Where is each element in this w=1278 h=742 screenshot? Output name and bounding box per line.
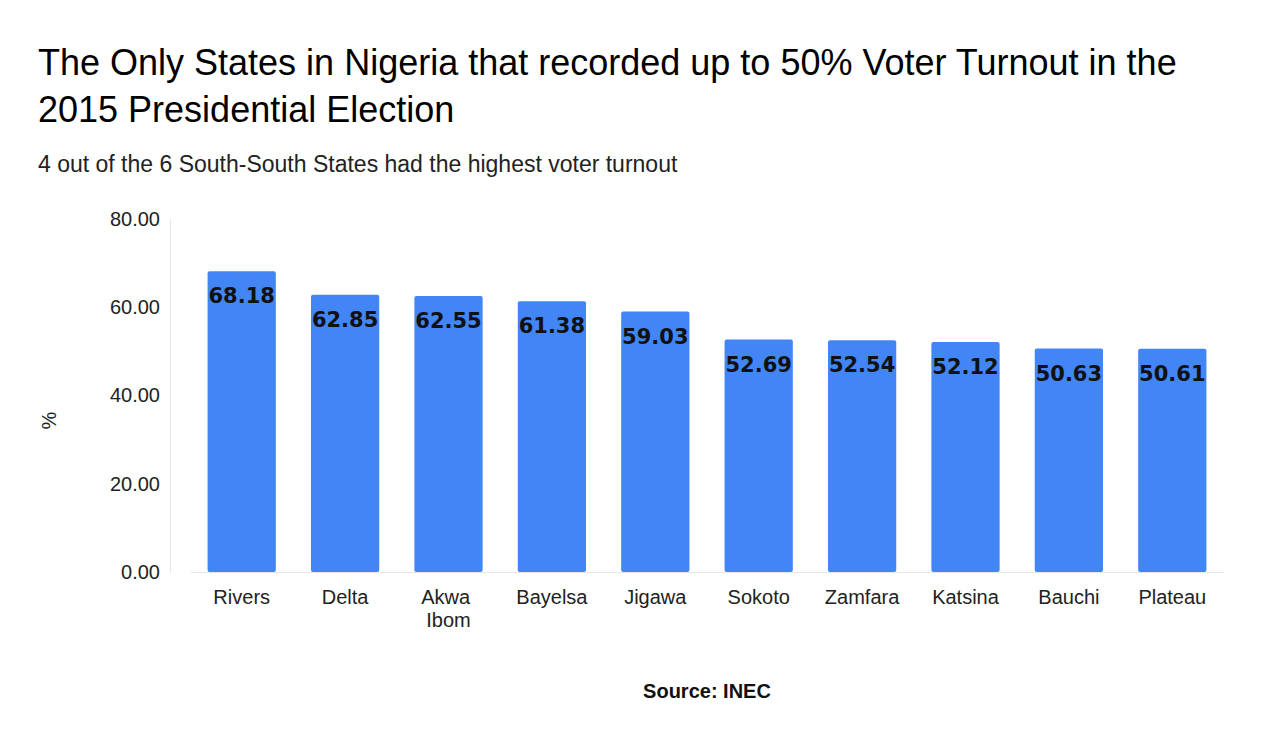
data-label: 52.54 xyxy=(829,353,895,377)
chart: The Only States in Nigeria that recorded… xyxy=(0,0,1278,742)
x-tick: Sokoto xyxy=(728,572,790,608)
title: The Only States in Nigeria that recorded… xyxy=(38,42,1187,130)
x-tick-label: Rivers xyxy=(213,586,270,608)
data-label: 62.85 xyxy=(312,308,378,332)
x-tick-label: Bauchi xyxy=(1038,586,1099,608)
x-axis: Rivers Delta Akwa Ibom Bayelsa Jigawa Sokoto Z… xyxy=(191,572,1225,631)
y-tick: 40.00 xyxy=(110,384,170,406)
y-axis-line xyxy=(170,220,171,573)
data-label: 52.69 xyxy=(725,353,791,377)
y-tick: 20.00 xyxy=(110,473,170,495)
y-tick-label: 0.00 xyxy=(121,561,160,583)
data-label: 61.38 xyxy=(519,314,585,338)
bar xyxy=(208,271,276,572)
x-tick-label: Delta xyxy=(322,586,370,608)
x-tick-label: Akwa Ibom xyxy=(421,586,475,631)
y-tick: 0.00 xyxy=(121,561,170,583)
x-tick: Akwa Ibom xyxy=(421,572,475,631)
x-tick: Zamfara xyxy=(825,572,900,608)
y-tick-label: 40.00 xyxy=(110,384,160,406)
x-tick: Delta xyxy=(322,572,370,608)
data-label: 50.61 xyxy=(1139,362,1205,386)
x-tick-label: Plateau xyxy=(1138,586,1206,608)
data-label: 52.12 xyxy=(932,355,998,379)
y-axis: 0.00 20.00 40.00 60.00 80.00 xyxy=(110,208,171,583)
y-tick: 60.00 xyxy=(110,296,170,318)
data-labels: 68.18 62.85 62.55 61.38 59.03 52.69 52.54 52.12… xyxy=(208,284,1205,386)
bar xyxy=(828,340,896,572)
bar xyxy=(1035,349,1103,572)
x-tick: Bayelsa xyxy=(516,572,588,608)
data-label: 68.18 xyxy=(208,284,274,308)
x-tick: Jigawa xyxy=(624,572,687,608)
y-tick-label: 80.00 xyxy=(110,208,160,230)
x-tick-label: Zamfara xyxy=(825,586,900,608)
bar xyxy=(518,301,586,572)
bar xyxy=(1138,349,1206,572)
x-tick-label: Jigawa xyxy=(624,586,687,608)
bar xyxy=(931,342,999,572)
subtitle: 4 out of the 6 South-South States had th… xyxy=(38,151,678,177)
x-tick: Plateau xyxy=(1138,572,1206,608)
data-label: 50.63 xyxy=(1036,362,1102,386)
y-tick-label: 60.00 xyxy=(110,296,160,318)
y-tick-label: 20.00 xyxy=(110,473,160,495)
x-axis-line xyxy=(191,572,1225,573)
bar xyxy=(621,312,689,572)
bars xyxy=(208,271,1207,572)
x-tick-label: Bayelsa xyxy=(516,586,588,608)
bar xyxy=(414,296,482,572)
y-tick: 80.00 xyxy=(110,208,170,230)
x-tick: Rivers xyxy=(213,572,270,608)
source: Source: INEC xyxy=(643,680,771,702)
x-tick: Bauchi xyxy=(1038,572,1099,608)
bar xyxy=(311,295,379,572)
bar xyxy=(725,340,793,572)
x-tick: Katsina xyxy=(932,572,1000,608)
x-tick-label: Sokoto xyxy=(728,586,790,608)
x-tick-label: Katsina xyxy=(932,586,1000,608)
data-label: 59.03 xyxy=(622,325,688,349)
y-axis-title: % xyxy=(38,411,60,429)
data-label: 62.55 xyxy=(415,309,481,333)
